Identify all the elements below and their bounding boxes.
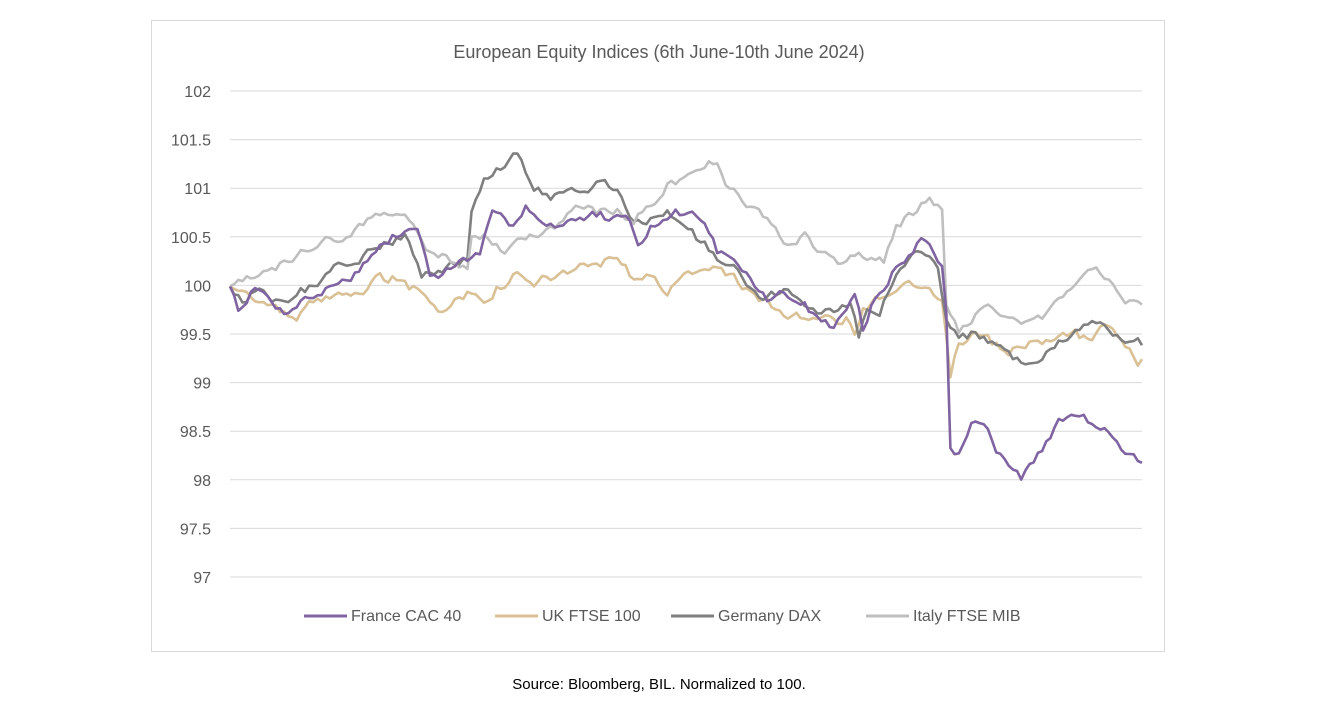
- source-note: Source: Bloomberg, BIL. Normalized to 10…: [512, 676, 806, 693]
- y-tick-label: 101.5: [171, 133, 211, 150]
- y-tick-label: 97.5: [180, 521, 211, 538]
- series-line-uk-ftse-100: [229, 256, 1144, 379]
- legend-label: Italy FTSE MIB: [913, 608, 1021, 625]
- gridlines: [230, 90, 1142, 578]
- series-lines: [228, 152, 1144, 481]
- y-axis-tick-labels: 102 101.5 101 100.5 100 99.5 99 98.5 98 97.5 97: [171, 84, 211, 587]
- y-tick-label: 102: [184, 84, 211, 101]
- chart-frame: European Equity Indices (6th June-10th J…: [151, 20, 1165, 652]
- y-tick-label: 98.5: [180, 424, 211, 441]
- y-tick-label: 98: [193, 473, 211, 490]
- legend-label: Germany DAX: [718, 608, 821, 625]
- line-chart: European Equity Indices (6th June-10th J…: [171, 42, 1144, 625]
- chart-title: European Equity Indices (6th June-10th J…: [453, 42, 864, 62]
- legend: France CAC 40 UK FTSE 100 Germany DAX Italy…: [304, 608, 1021, 625]
- series-line-germany-dax: [228, 152, 1144, 366]
- y-tick-label: 100: [184, 278, 211, 295]
- y-tick-label: 99.5: [180, 327, 211, 344]
- y-tick-label: 97: [193, 570, 211, 587]
- series-line-italy-ftse-mib: [229, 160, 1143, 334]
- y-tick-label: 100.5: [171, 230, 211, 247]
- series-line-france-cac-40: [228, 204, 1143, 481]
- legend-label: UK FTSE 100: [542, 608, 641, 625]
- y-tick-label: 99: [193, 376, 211, 393]
- legend-label: France CAC 40: [351, 608, 461, 625]
- y-tick-label: 101: [184, 181, 211, 198]
